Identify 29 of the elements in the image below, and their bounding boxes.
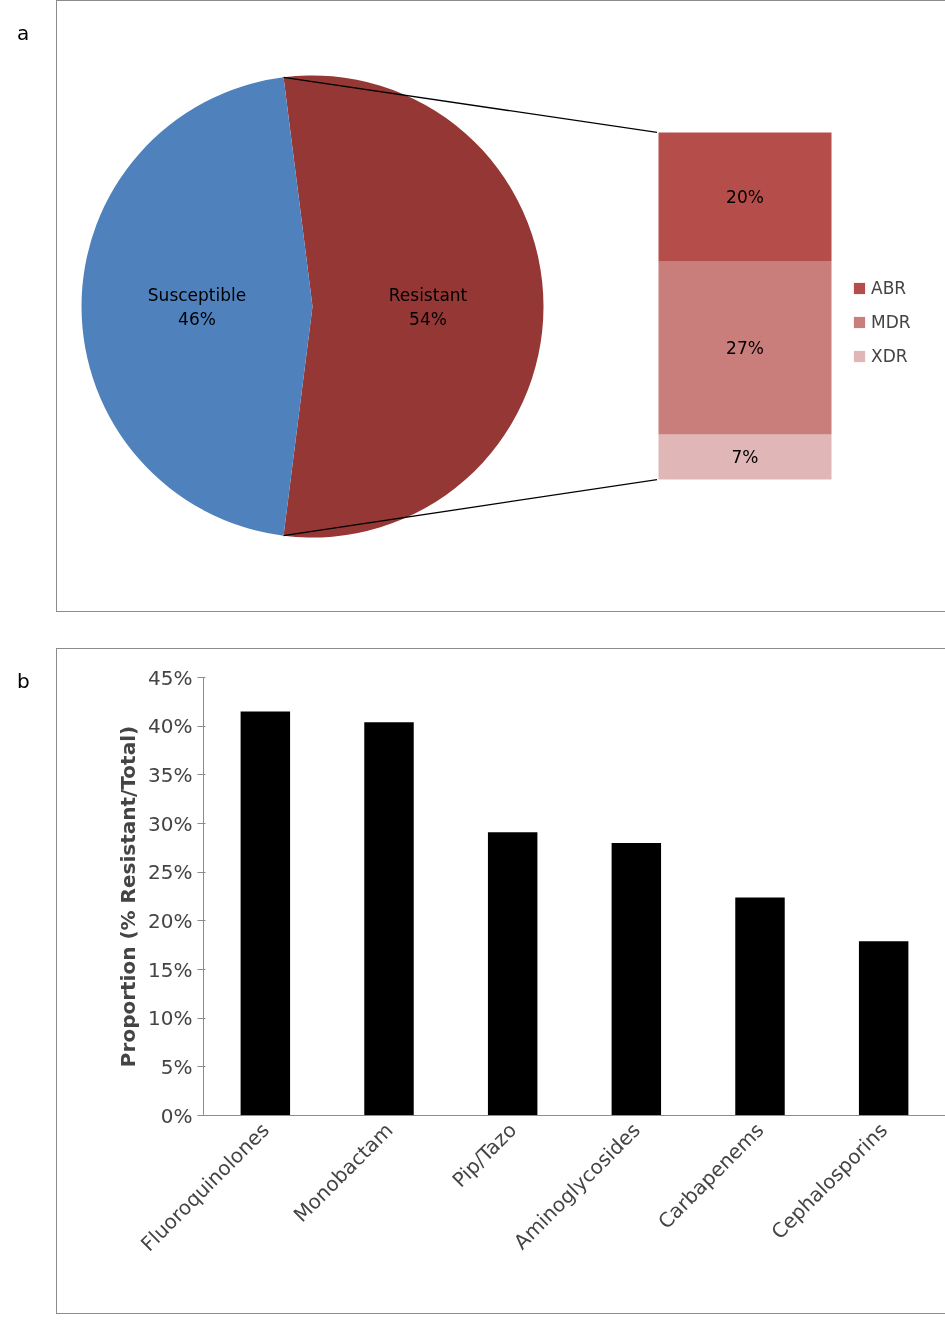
y-tick-label: 15% (148, 957, 193, 982)
legend-label: MDR (871, 312, 911, 332)
bar (487, 832, 538, 1116)
y-tick-label: 40% (148, 714, 193, 739)
bar (735, 897, 785, 1116)
text: a (17, 20, 30, 47)
y-tick-label: 10% (148, 1006, 193, 1031)
bar (364, 722, 414, 1116)
bar (240, 711, 291, 1116)
y-axis-title: Proportion (% Resistant/Total) (116, 725, 141, 1068)
legend-label: ABR (871, 278, 907, 298)
y-tick-label: 0% (160, 1103, 193, 1128)
data-label: 54% (409, 308, 447, 329)
slice-label: Resistant (388, 284, 468, 305)
y-tick-label: 20% (148, 908, 193, 933)
bar (611, 842, 662, 1116)
bar (858, 941, 909, 1116)
y-tick-label: 45% (148, 665, 193, 690)
y-tick-label: 30% (148, 811, 193, 836)
y-tick-label: 25% (148, 860, 193, 885)
data-label: 46% (178, 308, 216, 329)
legend-label: XDR (871, 346, 908, 366)
data-label: 7% (731, 447, 759, 468)
y-tick-label: 35% (148, 762, 193, 787)
y-tick-label: 5% (160, 1054, 193, 1079)
slice-label: Susceptible (147, 284, 247, 305)
text: b (17, 668, 30, 695)
data-label: 27% (726, 337, 764, 358)
data-label: 20% (726, 186, 764, 207)
